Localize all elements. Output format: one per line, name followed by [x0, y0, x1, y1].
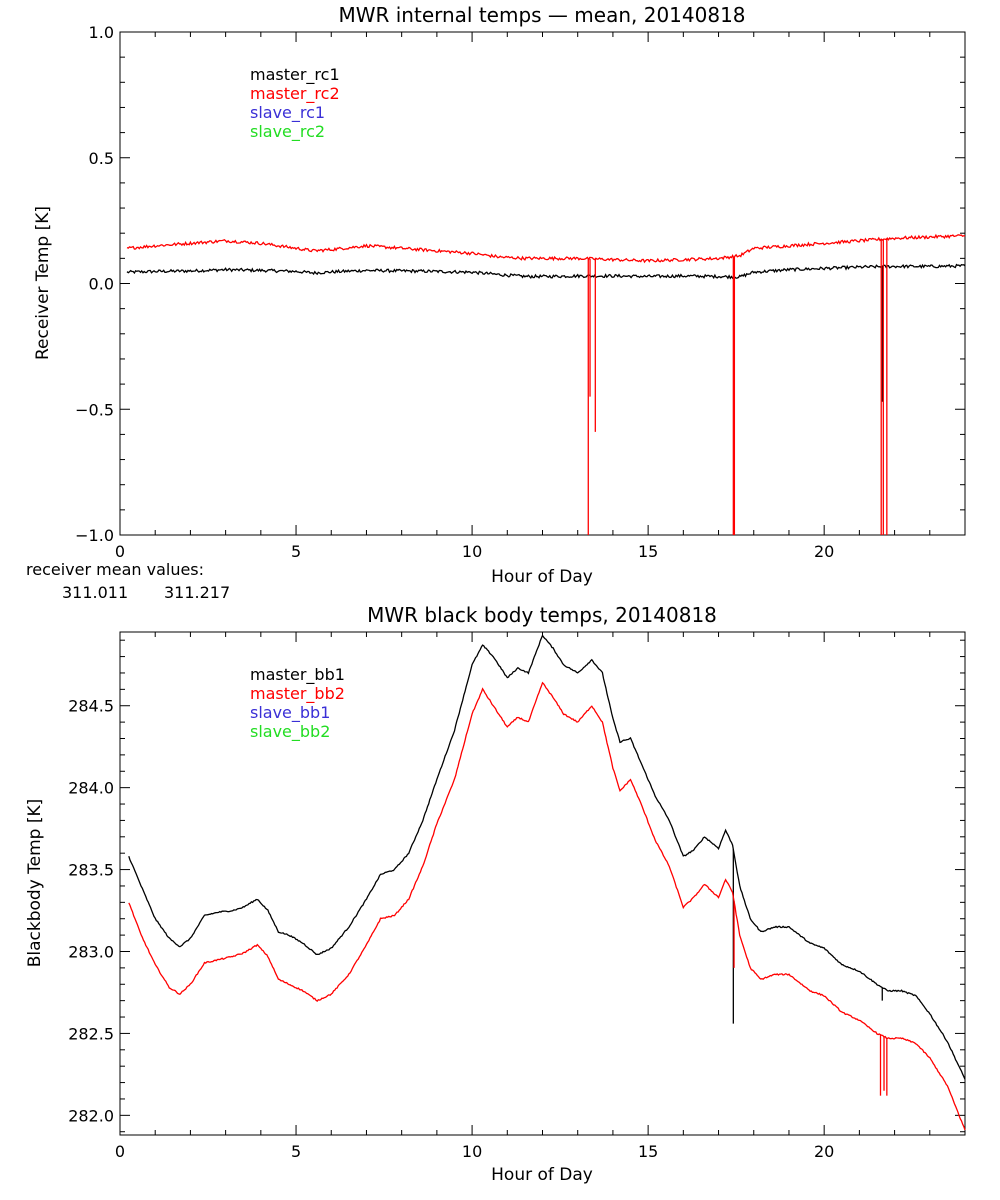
plot-frame — [119, 631, 966, 1136]
y-tick-label: −1.0 — [75, 526, 114, 545]
series-line-master-rc2 — [126, 233, 966, 264]
x-tick-label: 10 — [462, 542, 482, 561]
receiver-mean-label: receiver mean values: — [26, 560, 204, 579]
x-tick-label: 20 — [814, 542, 834, 561]
legend: master_rc1 master_rc2 slave_rc1 slave_rc… — [250, 65, 340, 142]
axis-ticks: 0 5 10 15 20 282.0 282.5 283.0 283.5 284.0 284.5 — [68, 632, 966, 1161]
y-tick-label: 283.5 — [68, 861, 114, 880]
blackbody-temps-chart: MWR black body temps, 20140818 0 5 10 15 20 2… — [25, 603, 966, 1185]
y-tick-label: −0.5 — [75, 400, 114, 419]
x-tick-label: 15 — [638, 542, 658, 561]
legend-master-bb1: master_bb1 — [250, 665, 345, 685]
y-axis-label: Blackbody Temp [K] — [25, 799, 45, 968]
y-tick-label: 283.0 — [68, 942, 114, 961]
legend-master-rc1: master_rc1 — [250, 65, 340, 85]
x-tick-label: 5 — [291, 542, 301, 561]
receiver-mean-value-1: 311.011 — [62, 583, 128, 602]
series-line-master-rc1 — [126, 263, 966, 280]
axis-ticks: 0 5 10 15 20 −1.0 −0.5 0.0 0.5 1.0 — [75, 23, 966, 561]
receiver-mean-value-2: 311.217 — [164, 583, 230, 602]
internal-temps-chart: MWR internal temps — mean, 20140818 0 5 10… — [33, 3, 966, 587]
x-tick-label: 5 — [291, 1142, 301, 1161]
y-tick-label: 0.5 — [89, 149, 114, 168]
x-tick-label: 20 — [814, 1142, 834, 1161]
x-tick-label: 15 — [638, 1142, 658, 1161]
chart-title: MWR internal temps — mean, 20140818 — [338, 3, 745, 27]
y-tick-label: 1.0 — [89, 23, 114, 42]
chart-title: MWR black body temps, 20140818 — [367, 603, 717, 627]
series-line-master-bb1 — [128, 634, 966, 1080]
legend-master-bb2: master_bb2 — [250, 684, 345, 704]
y-tick-label: 282.5 — [68, 1024, 114, 1043]
series-layer — [128, 634, 966, 1131]
x-tick-label: 10 — [462, 1142, 482, 1161]
legend-slave-rc1: slave_rc1 — [250, 103, 325, 123]
x-axis-label: Hour of Day — [491, 1165, 593, 1185]
legend-slave-rc2: slave_rc2 — [250, 122, 325, 142]
plot-frame — [119, 31, 966, 536]
series-layer — [126, 233, 966, 535]
y-tick-label: 0.0 — [89, 275, 114, 294]
legend-slave-bb2: slave_bb2 — [250, 722, 330, 742]
series-line-master-bb2 — [128, 681, 966, 1131]
x-tick-label: 0 — [115, 1142, 125, 1161]
legend: master_bb1 master_bb2 slave_bb1 slave_bb… — [250, 665, 345, 742]
x-tick-label: 0 — [115, 542, 125, 561]
y-tick-label: 284.0 — [68, 779, 114, 798]
y-axis-label: Receiver Temp [K] — [33, 206, 53, 360]
y-tick-label: 284.5 — [68, 697, 114, 716]
x-axis-label: Hour of Day — [491, 567, 593, 587]
legend-master-rc2: master_rc2 — [250, 84, 340, 104]
y-tick-label: 282.0 — [68, 1106, 114, 1125]
legend-slave-bb1: slave_bb1 — [250, 703, 330, 723]
